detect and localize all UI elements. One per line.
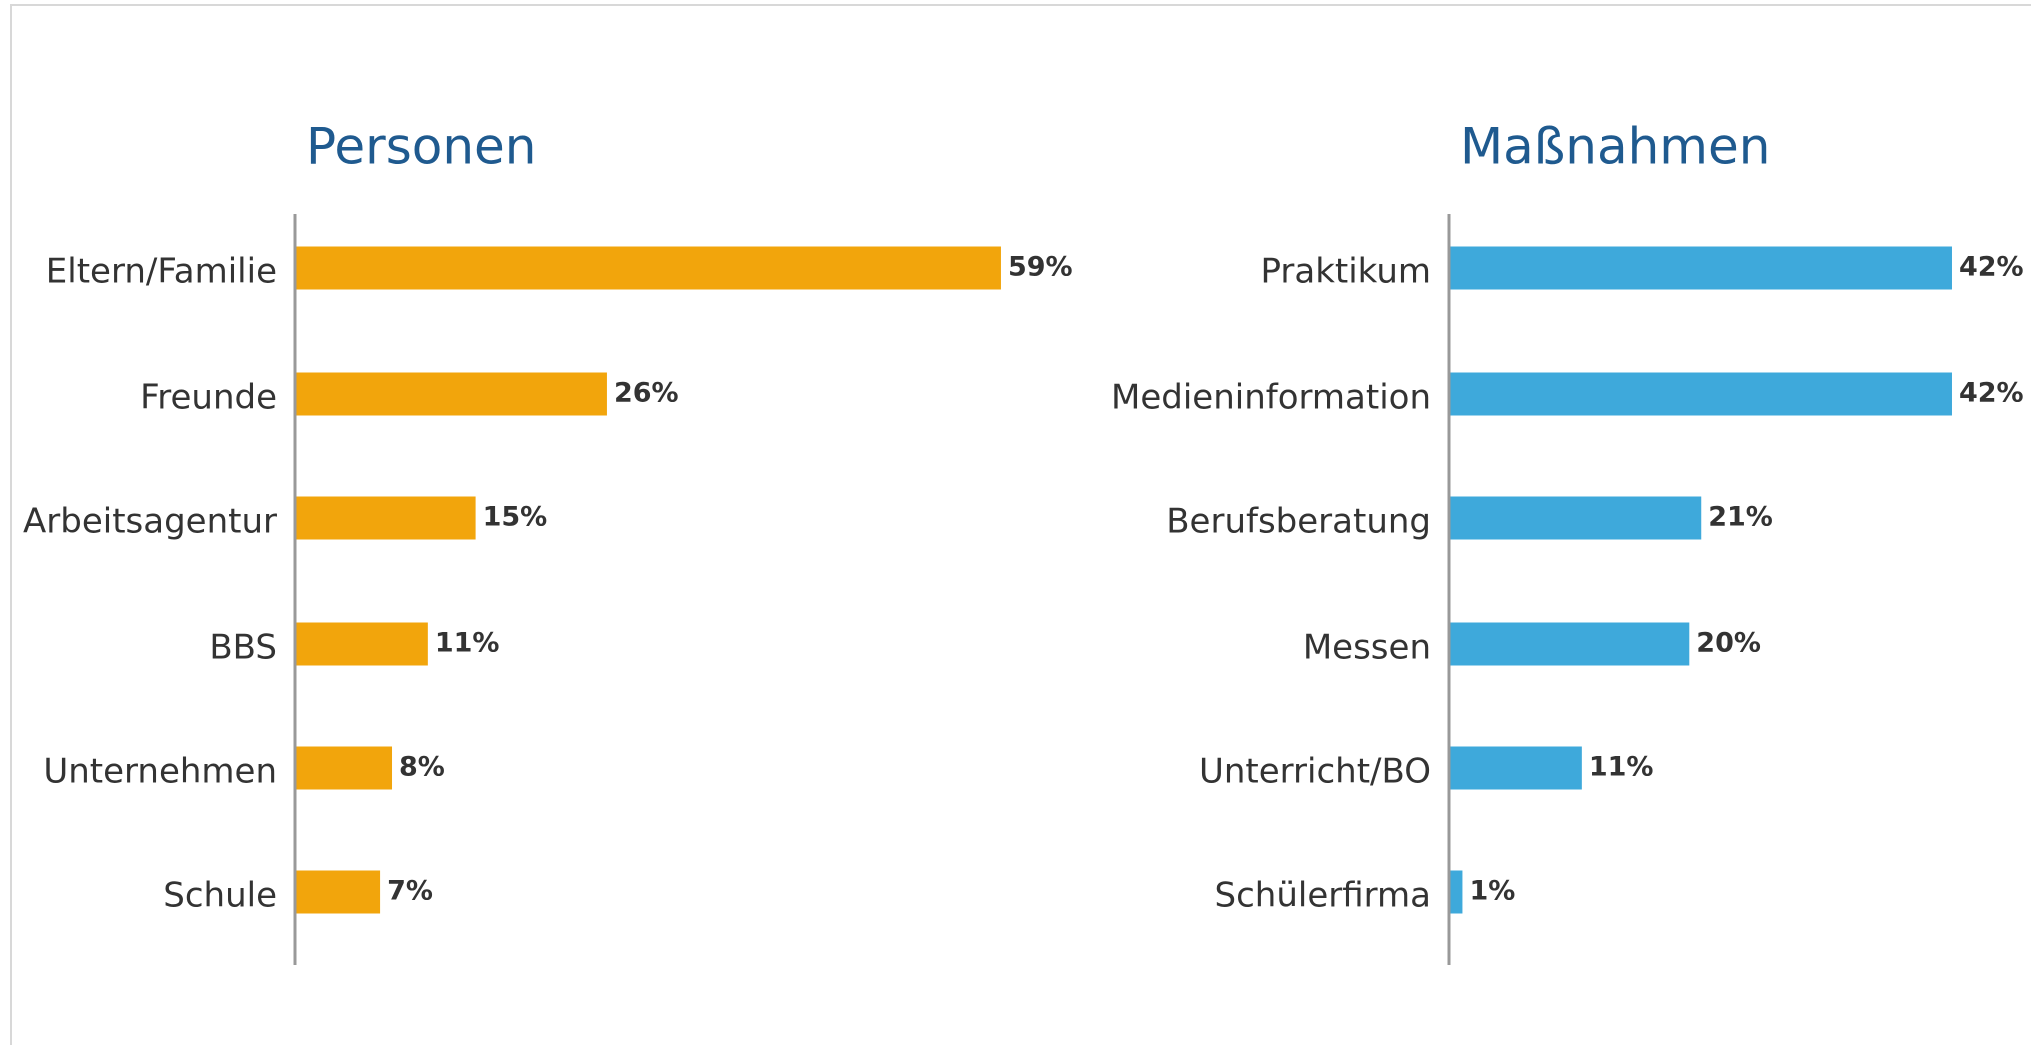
- value-label: 1%: [1469, 876, 1515, 907]
- bar: [1450, 622, 1690, 666]
- category-label: Unterricht/BO: [1199, 752, 1431, 792]
- bar: [296, 496, 476, 540]
- bar: [296, 870, 381, 914]
- category-label: Berufsberatung: [1166, 502, 1431, 542]
- value-label: 7%: [387, 876, 433, 907]
- bar: [1450, 746, 1582, 790]
- category-label: Arbeitsagentur: [23, 502, 277, 542]
- value-label: 15%: [483, 502, 548, 533]
- category-label: Schule: [163, 876, 277, 916]
- bar: [296, 372, 607, 416]
- category-label: Eltern/Familie: [46, 252, 277, 292]
- value-label: 8%: [399, 752, 445, 783]
- bar: [1450, 246, 1952, 290]
- category-label: Freunde: [140, 378, 277, 418]
- bar: [296, 622, 428, 666]
- chart-title: Personen: [306, 118, 536, 176]
- value-label: 59%: [1008, 252, 1073, 283]
- bar: [1450, 372, 1952, 416]
- bar: [296, 246, 1001, 290]
- category-label: Medieninformation: [1111, 378, 1431, 418]
- category-label: BBS: [209, 628, 277, 668]
- bar: [1450, 496, 1702, 540]
- bar: [296, 746, 393, 790]
- category-label: Praktikum: [1261, 252, 1432, 292]
- value-label: 26%: [614, 378, 679, 409]
- category-label: Schülerfirma: [1215, 876, 1431, 916]
- value-label: 21%: [1708, 502, 1773, 533]
- chart-title: Maßnahmen: [1460, 118, 1770, 176]
- bar: [1450, 870, 1463, 914]
- value-label: 42%: [1959, 252, 2024, 283]
- value-label: 11%: [435, 628, 500, 659]
- value-label: 20%: [1696, 628, 1761, 659]
- category-label: Messen: [1303, 628, 1431, 668]
- value-label: 42%: [1959, 378, 2024, 409]
- value-label: 11%: [1589, 752, 1654, 783]
- frame: [10, 4, 2031, 1045]
- category-label: Unternehmen: [43, 752, 277, 792]
